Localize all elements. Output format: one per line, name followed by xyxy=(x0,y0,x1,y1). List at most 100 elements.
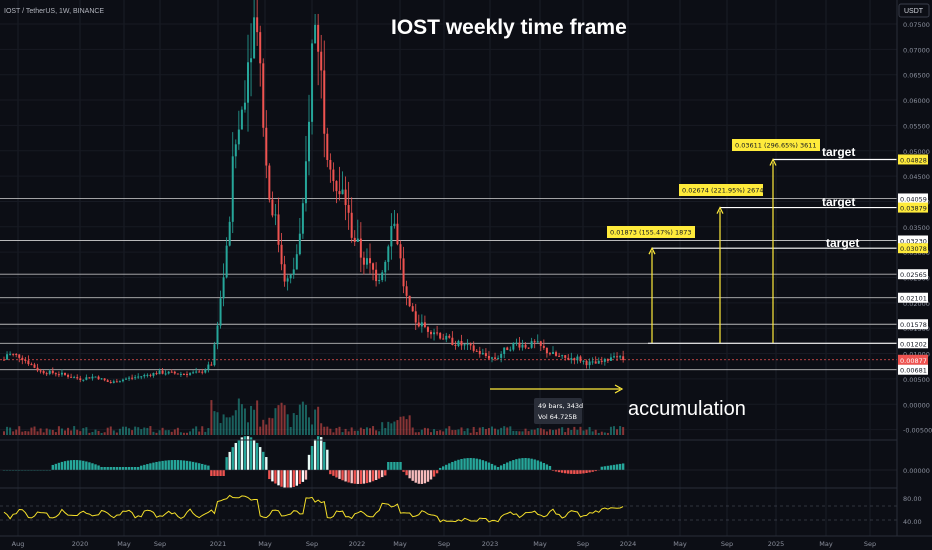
volume-bar xyxy=(308,417,310,435)
candle-body xyxy=(179,373,182,375)
candle-body xyxy=(561,355,564,357)
candle-body xyxy=(79,378,82,381)
price-label-lvl-00681: 0.00681 xyxy=(900,367,927,375)
volume-bar xyxy=(536,428,539,435)
candle-body xyxy=(274,214,277,216)
osc-bar xyxy=(76,460,79,470)
candle-body xyxy=(478,350,481,355)
osc-bar xyxy=(161,460,164,470)
volume-bar xyxy=(256,400,259,435)
osc-bar xyxy=(551,470,555,471)
osc-bar xyxy=(341,470,344,481)
volume-bar xyxy=(222,414,225,435)
volume-bar xyxy=(411,427,414,435)
time-axis-label: May xyxy=(393,540,407,548)
osc-bar xyxy=(499,465,503,470)
volume-bar xyxy=(430,432,432,435)
candle-body xyxy=(332,169,335,182)
candlesticks xyxy=(3,0,625,384)
osc-bar xyxy=(69,460,73,470)
candle-body xyxy=(118,381,121,383)
candle-body xyxy=(448,335,451,338)
candle-body xyxy=(304,161,307,204)
osc-bar xyxy=(530,458,533,470)
volume-bar xyxy=(548,429,551,435)
volume-bar xyxy=(570,429,573,435)
price-label-lvl-03230: 0.03230 xyxy=(900,237,927,245)
currency-label[interactable]: USDT xyxy=(904,8,924,15)
osc-bar xyxy=(384,470,387,476)
volume-bar xyxy=(265,424,268,435)
accumulation-label: accumulation xyxy=(628,398,746,420)
candle-body xyxy=(30,364,33,366)
osc-bar xyxy=(124,467,128,470)
candle-body xyxy=(283,264,286,282)
candle-body xyxy=(597,360,600,364)
volume-bar xyxy=(329,428,332,435)
candle-body xyxy=(228,221,231,246)
osc-bar xyxy=(173,460,176,470)
target-box-text: 0.01873 (155.47%) 1873 xyxy=(610,229,692,237)
osc-bar xyxy=(402,470,405,472)
candle-body xyxy=(182,373,185,375)
volume-bar xyxy=(3,431,5,435)
osc-bar xyxy=(442,466,445,470)
osc-bar xyxy=(603,466,607,470)
candle-body xyxy=(195,371,198,373)
osc-bar xyxy=(57,462,61,470)
volume-bar xyxy=(478,427,481,435)
volume-bar xyxy=(338,426,341,435)
price-tick-label: 0.00000 xyxy=(903,401,930,409)
osc-bar xyxy=(560,470,564,473)
candle-body xyxy=(100,378,103,380)
osc-bar xyxy=(106,467,109,470)
volume-bar xyxy=(564,432,567,435)
osc-bar xyxy=(521,458,524,470)
osc-bar xyxy=(377,470,381,479)
osc-bar xyxy=(429,470,433,480)
osc-bar xyxy=(612,464,616,470)
candle-body xyxy=(115,381,118,383)
candle-body xyxy=(259,32,262,64)
volume-bar xyxy=(94,429,97,435)
candle-body xyxy=(451,337,454,345)
candle-body xyxy=(521,344,524,348)
volume-bar xyxy=(115,432,118,435)
price-label-lvl-01578: 0.01578 xyxy=(900,321,927,329)
candle-body xyxy=(198,371,201,373)
volume-bar xyxy=(603,432,606,435)
osc-bar xyxy=(326,449,329,470)
volume-bar xyxy=(198,431,201,435)
volume-bar xyxy=(240,404,243,435)
volume-bar xyxy=(18,426,21,435)
volume-bar xyxy=(439,430,442,435)
rsi-line xyxy=(3,494,624,523)
volume-bar xyxy=(283,405,286,435)
osc-bar xyxy=(536,460,539,470)
osc-bar xyxy=(591,470,594,472)
osc-bar xyxy=(503,463,506,470)
time-axis-label: 2023 xyxy=(482,540,499,548)
osc-bar xyxy=(127,467,131,470)
candle-body xyxy=(253,17,256,59)
volume-bar xyxy=(445,428,448,435)
candle-body xyxy=(91,376,94,379)
osc-bar xyxy=(283,470,286,488)
volume-bar xyxy=(384,428,387,435)
osc-bar xyxy=(268,470,271,480)
candle-body xyxy=(338,191,341,195)
volume-bar xyxy=(527,431,530,435)
osc-bar xyxy=(188,461,192,470)
volume-bar xyxy=(161,427,164,435)
candle-body xyxy=(3,359,5,361)
target-label: target xyxy=(822,195,855,209)
volume-bar xyxy=(356,430,359,435)
candle-body xyxy=(527,347,530,349)
price-label-bg xyxy=(898,338,928,349)
candle-body xyxy=(582,360,585,362)
candle-body xyxy=(280,244,283,265)
volume-bar xyxy=(125,426,127,435)
volume-bar xyxy=(347,431,350,435)
